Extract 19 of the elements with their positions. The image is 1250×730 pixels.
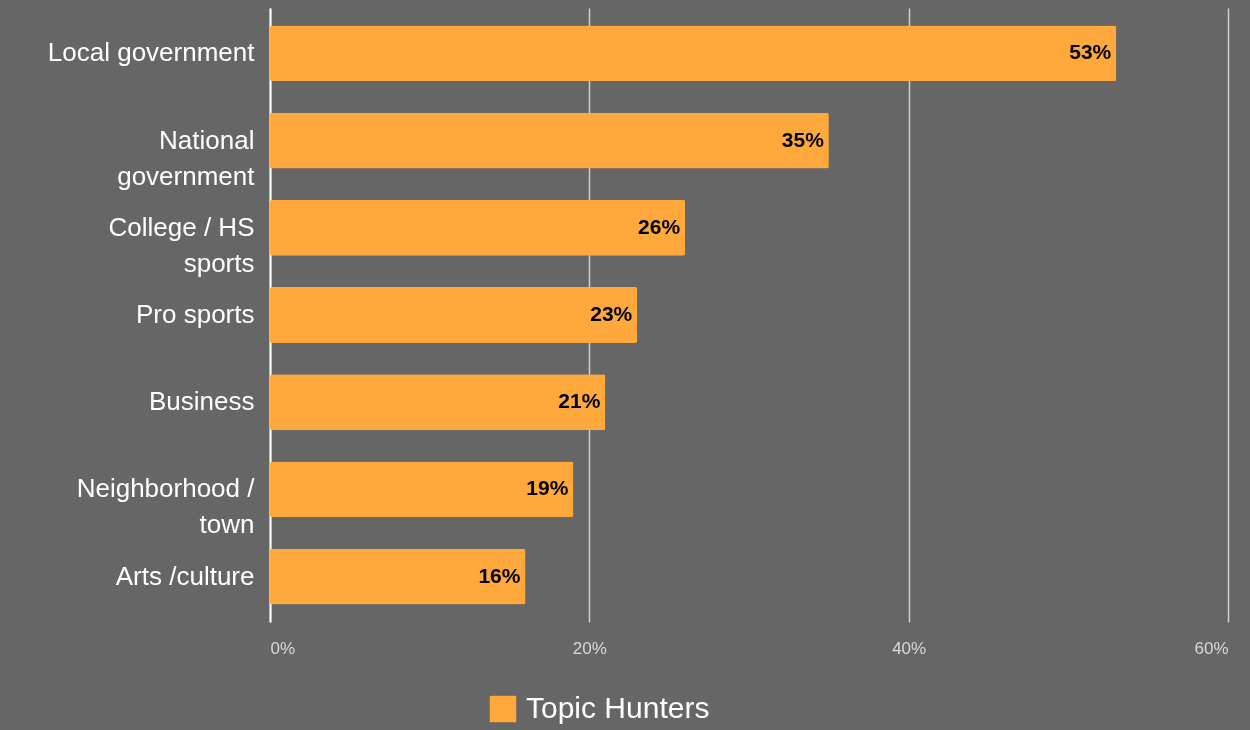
data-label: 26% [638, 214, 681, 238]
y-tick-label: National government [117, 124, 256, 191]
data-label: 19% [526, 476, 569, 500]
y-tick-label: Local government [47, 37, 256, 68]
y-tick-label: Pro sports [136, 299, 255, 329]
y-tick-label: College / HS sports [108, 211, 255, 278]
x-tick-label: 60% [1194, 638, 1229, 658]
data-label: 21% [558, 389, 601, 413]
data-label: 53% [1069, 40, 1112, 64]
y-tick-label: Business [149, 386, 255, 417]
x-tick-label: 20% [572, 638, 607, 658]
y-tick-label: Neighborhood / town [76, 473, 256, 540]
data-label: 35% [781, 127, 825, 151]
data-label: 23% [590, 302, 633, 325]
x-tick-label: 0% [270, 638, 296, 658]
x-tick-label: 40% [892, 638, 927, 658]
y-tick-label: Arts /culture [115, 560, 255, 591]
data-label: 16% [478, 563, 521, 587]
legend-label: Topic Hunters [526, 691, 710, 724]
